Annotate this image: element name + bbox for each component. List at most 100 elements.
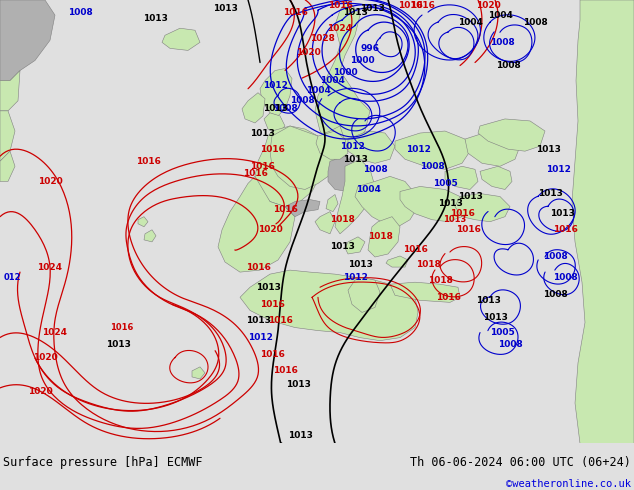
Polygon shape [0,0,55,81]
Text: 1013: 1013 [347,260,372,269]
Text: 1008: 1008 [363,165,387,174]
Text: 1012: 1012 [406,145,430,154]
Polygon shape [315,0,370,151]
Text: 1013: 1013 [550,209,574,218]
Text: 1013: 1013 [437,199,462,208]
Text: 1028: 1028 [309,34,335,43]
Text: 1008: 1008 [553,272,578,282]
Text: 1013: 1013 [256,283,280,292]
Text: 1004: 1004 [356,185,380,194]
Text: 1008: 1008 [498,340,522,349]
Polygon shape [270,126,335,190]
Text: 1008: 1008 [420,162,444,171]
Text: 996: 996 [361,44,380,53]
Text: 1016: 1016 [136,157,160,166]
Text: 1004: 1004 [488,11,512,20]
Polygon shape [315,212,335,234]
Text: 1004: 1004 [458,18,482,26]
Polygon shape [400,187,468,221]
Text: 1013: 1013 [262,104,287,113]
Text: 1000: 1000 [350,56,374,65]
Polygon shape [144,230,156,242]
Polygon shape [0,151,15,181]
Text: 1013: 1013 [250,128,275,138]
Polygon shape [0,111,15,161]
Polygon shape [138,217,148,227]
Text: 1018: 1018 [368,232,392,242]
Polygon shape [242,93,265,123]
Polygon shape [326,195,338,212]
Text: 1016: 1016 [243,169,268,178]
Polygon shape [348,277,380,313]
Text: 1008: 1008 [489,38,514,47]
Text: 1013: 1013 [342,7,368,17]
Text: 1020: 1020 [32,353,57,362]
Polygon shape [335,159,375,234]
Text: 1024: 1024 [42,328,67,337]
Text: 1016: 1016 [259,300,285,309]
Text: 1016: 1016 [283,7,307,17]
Text: 1008: 1008 [273,104,297,113]
Polygon shape [260,69,292,116]
Text: 1013: 1013 [538,189,562,198]
Text: 1013: 1013 [212,3,238,13]
Text: 1020: 1020 [476,0,500,9]
Text: 1016: 1016 [250,162,275,171]
Text: 1012: 1012 [340,142,365,150]
Text: 1004: 1004 [320,76,344,85]
Text: 1020: 1020 [28,387,53,395]
Text: 1016: 1016 [245,263,271,271]
Text: 1013: 1013 [288,431,313,440]
Text: 1005: 1005 [432,179,457,188]
Text: 1016: 1016 [450,209,474,218]
Text: 1013: 1013 [143,14,167,23]
Text: 1016: 1016 [398,0,422,9]
Text: ©weatheronline.co.uk: ©weatheronline.co.uk [506,479,631,489]
Polygon shape [308,146,325,166]
Text: 1008: 1008 [68,7,93,17]
Polygon shape [162,28,200,50]
Polygon shape [192,367,205,379]
Polygon shape [345,237,365,254]
Polygon shape [465,131,520,166]
Text: 1012: 1012 [247,333,273,342]
Polygon shape [328,156,365,192]
Polygon shape [572,0,634,443]
Text: 1008: 1008 [543,290,567,299]
Text: 1013: 1013 [245,316,271,325]
Polygon shape [395,131,470,170]
Text: 1016: 1016 [110,323,134,332]
Text: 1016: 1016 [273,367,297,375]
Polygon shape [318,126,345,161]
Text: Th 06-06-2024 06:00 UTC (06+24): Th 06-06-2024 06:00 UTC (06+24) [410,457,631,469]
Text: 1008: 1008 [522,18,547,26]
Text: 1005: 1005 [489,328,514,337]
Text: 1018: 1018 [427,276,453,285]
Polygon shape [255,126,325,207]
Polygon shape [386,256,408,267]
Text: 012: 012 [3,272,21,282]
Text: 1024: 1024 [328,24,353,33]
Text: 1018: 1018 [415,260,441,269]
Text: 1013: 1013 [476,296,500,305]
Text: 1016: 1016 [456,225,481,234]
Text: 1016: 1016 [410,0,434,9]
Polygon shape [285,199,320,217]
Text: 1020: 1020 [37,177,62,186]
Text: 1013: 1013 [106,340,131,349]
Polygon shape [478,119,545,151]
Text: 1013: 1013 [443,215,467,224]
Polygon shape [348,131,395,163]
Text: 1008: 1008 [290,96,314,105]
Text: 1016: 1016 [328,0,353,9]
Text: 1013: 1013 [359,3,384,13]
Text: 1016: 1016 [403,245,427,254]
Polygon shape [368,217,400,257]
Text: 1013: 1013 [342,155,368,164]
Text: 1016: 1016 [436,293,460,302]
Text: 1016: 1016 [553,225,578,234]
Text: 1000: 1000 [333,68,358,77]
Polygon shape [264,113,285,133]
Text: 1013: 1013 [330,243,354,251]
Text: 1013: 1013 [536,145,560,154]
